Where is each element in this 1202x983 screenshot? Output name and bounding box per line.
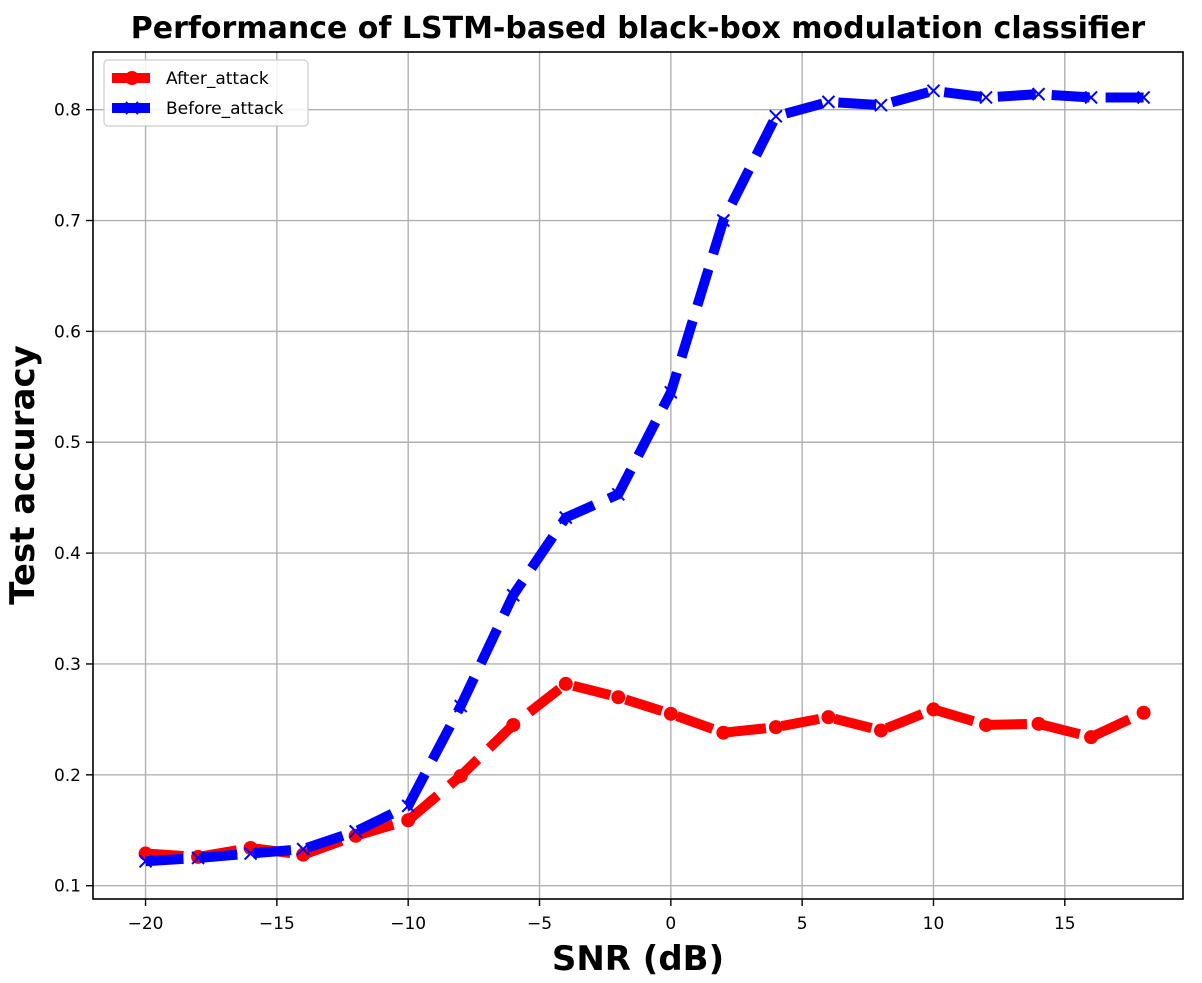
data-point — [611, 690, 626, 705]
series-before-attack — [138, 84, 1151, 869]
grid — [93, 52, 1183, 899]
x-tick-label: −15 — [259, 914, 295, 934]
data-point — [611, 487, 626, 502]
x-axis-label: SNR (dB) — [552, 939, 724, 979]
data-point — [926, 84, 941, 98]
data-point — [1031, 716, 1046, 731]
data-point — [663, 706, 678, 721]
data-point — [664, 385, 678, 400]
y-tick-label: 0.2 — [54, 766, 81, 786]
y-tick-label: 0.8 — [54, 101, 81, 121]
data-point — [1031, 87, 1046, 101]
series-line — [145, 85, 1144, 867]
data-point — [401, 813, 416, 828]
y-tick-label: 0.6 — [54, 322, 81, 342]
data-point — [506, 588, 520, 602]
x-tick-label: −20 — [128, 914, 164, 934]
y-tick-label: 0.7 — [54, 212, 81, 232]
data-point — [243, 846, 258, 861]
y-tick-label: 0.5 — [54, 433, 81, 453]
data-point — [296, 847, 311, 862]
data-point — [138, 854, 153, 869]
series-after-attack — [138, 676, 1151, 864]
data-point — [559, 510, 573, 525]
data-point — [874, 98, 888, 112]
legend-frame — [103, 59, 309, 127]
y-tick-label: 0.4 — [54, 544, 81, 564]
data-point — [401, 799, 415, 813]
data-point — [454, 699, 468, 713]
legend-label: After_attack — [166, 69, 269, 89]
data-point — [716, 213, 731, 228]
plot-frame — [92, 51, 1184, 900]
data-point — [926, 702, 941, 717]
x-tick-label: 10 — [923, 914, 945, 934]
data-point — [1136, 705, 1151, 720]
y-tick-label: 0.3 — [54, 655, 81, 675]
data-point — [558, 676, 573, 691]
plot-series — [138, 84, 1151, 869]
series-line — [145, 678, 1146, 862]
data-point — [453, 768, 468, 783]
legend-marker — [125, 71, 139, 85]
data-point — [768, 720, 783, 735]
data-point — [1136, 90, 1151, 105]
data-point — [296, 842, 310, 856]
y-tick-label: 0.1 — [54, 877, 81, 897]
legend-item: Before_attack — [112, 99, 284, 119]
data-point — [979, 717, 994, 732]
x-tick-label: 5 — [797, 914, 808, 934]
data-point — [716, 725, 731, 740]
chart-title: Performance of LSTM-based black-box modu… — [131, 11, 1146, 46]
legend-marker — [125, 101, 139, 115]
data-point — [348, 824, 363, 839]
data-point — [769, 109, 783, 124]
data-point — [873, 723, 888, 738]
data-point — [1084, 730, 1099, 745]
legend-item: After_attack — [112, 69, 269, 89]
x-tick-label: 0 — [665, 914, 676, 934]
x-tick-label: −10 — [390, 914, 426, 934]
data-point — [979, 90, 993, 105]
data-point — [821, 710, 836, 725]
legend-label: Before_attack — [166, 99, 284, 119]
axis-ticks: −20 −15 −10 −5 0 5 10 15 0.1 0.2 0.3 0.4 0.5 0.6 0.7 0.… — [54, 101, 1076, 934]
y-axis-label: Test accuracy — [3, 345, 43, 605]
data-point — [1084, 90, 1098, 105]
x-tick-label: −5 — [527, 914, 552, 934]
legend: After_attack Before_attack — [103, 59, 309, 127]
data-point — [506, 717, 521, 732]
data-point — [821, 95, 836, 109]
x-tick-label: 15 — [1054, 914, 1076, 934]
data-point — [191, 851, 205, 865]
